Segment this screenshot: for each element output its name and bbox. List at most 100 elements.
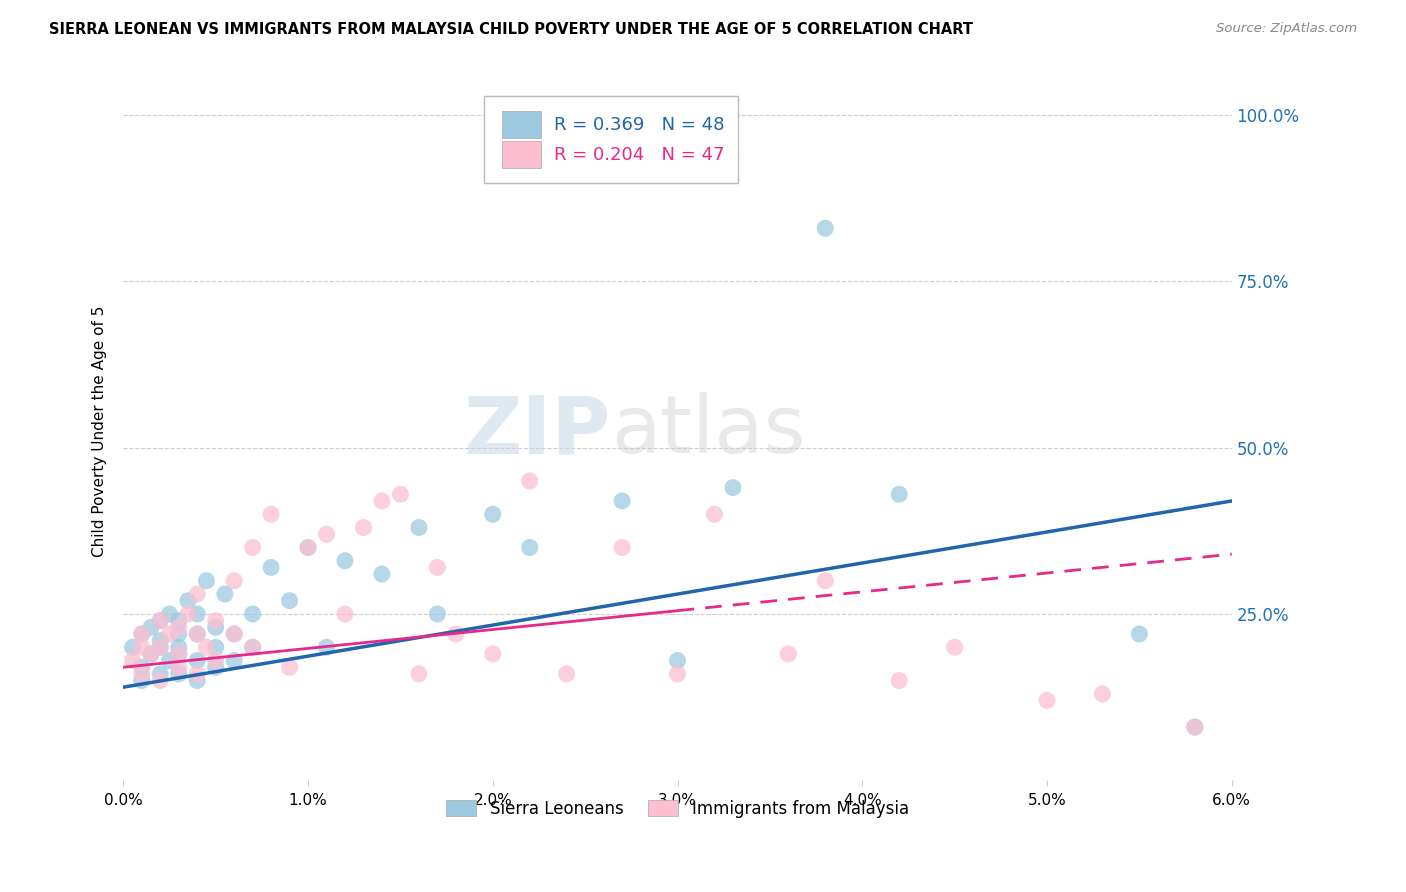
Point [167, 614, 190, 628]
Point [195, 640, 218, 655]
Point [139, 647, 162, 661]
Point [260, 508, 283, 522]
Point [371, 567, 394, 582]
Point [159, 654, 181, 668]
Point [333, 554, 356, 568]
Bar [502, 112, 541, 137]
Point [278, 593, 301, 607]
Point [242, 640, 264, 655]
Point [224, 574, 246, 588]
Text: SIERRA LEONEAN VS IMMIGRANTS FROM MALAYSIA CHILD POVERTY UNDER THE AGE OF 5 CORR: SIERRA LEONEAN VS IMMIGRANTS FROM MALAYS… [49, 22, 973, 37]
Point [149, 640, 172, 655]
Point [121, 654, 143, 668]
Point [315, 527, 337, 541]
Point [666, 654, 689, 668]
Point [167, 647, 190, 661]
Point [186, 607, 208, 621]
Point [204, 614, 226, 628]
Point [519, 474, 541, 488]
Point [186, 654, 208, 668]
Point [177, 593, 200, 607]
Text: Source: ZipAtlas.com: Source: ZipAtlas.com [1216, 22, 1357, 36]
Point [131, 627, 153, 641]
Point [131, 640, 153, 655]
Point [159, 627, 181, 641]
Point [426, 607, 449, 621]
Point [778, 647, 800, 661]
Point [139, 647, 162, 661]
FancyBboxPatch shape [484, 95, 738, 183]
Point [242, 541, 264, 555]
Point [703, 508, 725, 522]
Point [167, 666, 190, 681]
Point [297, 541, 319, 555]
Point [195, 574, 218, 588]
Legend: Sierra Leoneans, Immigrants from Malaysia: Sierra Leoneans, Immigrants from Malaysi… [440, 793, 915, 824]
Point [1184, 720, 1206, 734]
Point [186, 587, 208, 601]
Point [149, 666, 172, 681]
Point [721, 481, 744, 495]
Point [315, 640, 337, 655]
Point [666, 666, 689, 681]
Point [149, 633, 172, 648]
Text: R = 0.204   N = 47: R = 0.204 N = 47 [554, 145, 725, 163]
Point [481, 647, 503, 661]
Point [889, 487, 911, 501]
Point [444, 627, 467, 641]
Point [149, 614, 172, 628]
Point [224, 627, 246, 641]
Point [204, 654, 226, 668]
Point [1091, 687, 1114, 701]
Point [1184, 720, 1206, 734]
Point [371, 494, 394, 508]
Point [149, 640, 172, 655]
Point [297, 541, 319, 555]
Point [131, 627, 153, 641]
Point [186, 627, 208, 641]
Point [224, 627, 246, 641]
Point [555, 666, 578, 681]
Point [186, 666, 208, 681]
Text: ZIP: ZIP [464, 392, 612, 470]
Point [131, 666, 153, 681]
Point [149, 673, 172, 688]
Point [814, 221, 837, 235]
Point [278, 660, 301, 674]
Text: R = 0.369   N = 48: R = 0.369 N = 48 [554, 115, 725, 134]
Point [214, 587, 236, 601]
Text: atlas: atlas [612, 392, 806, 470]
Point [426, 560, 449, 574]
Point [519, 541, 541, 555]
Point [1036, 693, 1059, 707]
Point [167, 627, 190, 641]
Y-axis label: Child Poverty Under the Age of 5: Child Poverty Under the Age of 5 [93, 305, 107, 557]
Point [814, 574, 837, 588]
Point [353, 520, 375, 534]
Point [139, 620, 162, 634]
Point [159, 607, 181, 621]
Point [204, 660, 226, 674]
Point [943, 640, 966, 655]
Point [889, 673, 911, 688]
Point [186, 627, 208, 641]
Point [149, 614, 172, 628]
Point [408, 666, 430, 681]
Point [167, 620, 190, 634]
Point [167, 647, 190, 661]
Point [167, 640, 190, 655]
Point [610, 541, 633, 555]
Point [224, 654, 246, 668]
Point [408, 520, 430, 534]
Point [333, 607, 356, 621]
Point [242, 640, 264, 655]
Point [121, 640, 143, 655]
Bar [502, 141, 541, 168]
Point [131, 660, 153, 674]
Point [389, 487, 412, 501]
Point [204, 620, 226, 634]
Point [481, 508, 503, 522]
Point [177, 607, 200, 621]
Point [242, 607, 264, 621]
Point [186, 673, 208, 688]
